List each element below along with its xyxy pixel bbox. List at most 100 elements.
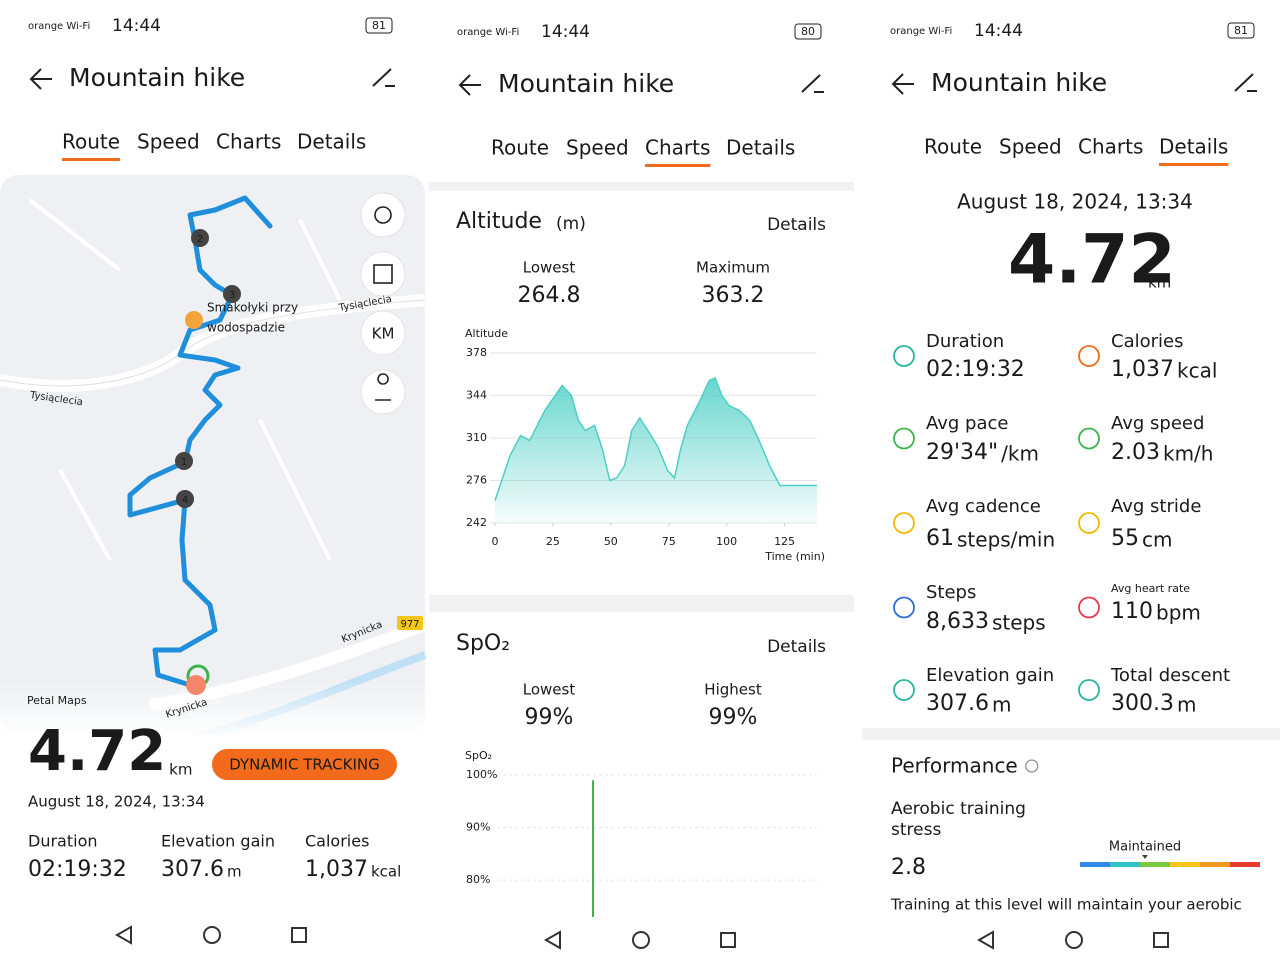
nav-recent[interactable] [720,932,736,948]
route-share-icon[interactable] [1234,73,1257,92]
metric-value: 110 [1111,599,1153,624]
nav-bar-bg [862,917,1280,958]
nav-recent[interactable] [1153,932,1169,948]
route-share-icon[interactable] [372,68,395,87]
y-tick-label: 80% [466,873,490,886]
distance: 4.72 [1008,221,1176,300]
tab[interactable]: Route [924,135,982,159]
nav-back[interactable] [114,925,132,945]
tab[interactable]: Charts [645,136,710,160]
tab[interactable]: Charts [1078,135,1143,159]
altitude-area [495,378,817,523]
route-marker [191,229,209,247]
metric-unit: steps/min [957,528,1055,552]
back-button[interactable] [29,68,52,90]
route-marker-label: 1 [181,457,187,468]
separator [429,182,854,191]
tab[interactable]: Charts [216,130,281,154]
y-tick-label: 378 [466,346,487,359]
road-number: 977 [400,619,419,630]
y-axis-label: SpO₂ [465,749,492,762]
metric-value: 02:19:32 [926,357,1025,382]
metric-label: Avg pace [926,413,1009,434]
tab-indicator [62,158,121,161]
route-share-icon[interactable] [801,74,824,93]
stat-label: Calories [305,832,369,851]
stat-label: Duration [28,832,98,851]
poi-label: Smakołyki przy [207,301,298,315]
distance-unit: km [1148,274,1171,292]
battery-icon [794,23,822,40]
battery-icon [365,17,393,34]
metric-label: Avg speed [1111,413,1204,434]
stat-value: 363.2 [702,283,765,308]
details-link[interactable]: Details [767,637,826,657]
metric-label: Steps [926,582,976,603]
metric-unit: m [992,693,1011,717]
badge-text: DYNAMIC TRACKING [229,756,380,774]
metric-icon [893,345,915,367]
metric-icon [1078,427,1100,450]
nav-home[interactable] [1065,931,1083,949]
details-link[interactable]: Details [767,215,826,235]
metric-label: Duration [926,331,1004,352]
tab[interactable]: Details [726,136,795,160]
y-tick-label: 90% [466,821,490,834]
battery-level: 81 [1234,24,1248,37]
nav-back[interactable] [976,930,994,950]
tab[interactable]: Route [491,136,549,160]
tab[interactable]: Details [1159,135,1228,159]
metric-unit: /km [1001,442,1039,466]
stress-level: Maintained [1109,840,1181,855]
clock: 14:44 [112,16,161,36]
map-button[interactable] [360,310,406,356]
map-unit-button[interactable]: KM [372,325,395,343]
map-button[interactable] [360,192,406,238]
nav-back[interactable] [543,930,561,950]
metric-label: Avg cadence [926,496,1041,517]
metric-value: 29'34" [926,440,998,465]
x-tick-label: 125 [774,535,795,548]
stress-value: 2.8 [891,855,926,880]
tab[interactable]: Speed [999,135,1062,159]
metric-value: 61 [926,526,954,551]
carrier: orange Wi-Fi [457,27,519,38]
route-marker-label: 3 [229,290,235,301]
stat-label: Lowest [523,259,576,277]
page-title: Mountain hike [931,68,1107,97]
nav-home[interactable] [632,931,650,949]
page-title: Mountain hike [69,63,245,92]
badge [212,749,397,780]
map-button[interactable] [360,369,406,415]
date: August 18, 2024, 13:34 [957,190,1193,214]
nav-recent[interactable] [291,927,307,943]
y-axis-label: Altitude [465,327,508,340]
separator [429,595,854,612]
battery-level: 80 [801,25,815,38]
tab[interactable]: Route [62,130,120,154]
info-icon[interactable] [1025,759,1039,773]
metric-label: Avg heart rate [1111,582,1190,595]
stat-unit: m [227,863,242,881]
x-tick-label: 0 [492,535,499,548]
stat-value: 99% [525,705,574,730]
x-axis-label: Time (min) [764,550,825,563]
stress-label: stress [891,820,941,840]
y-tick-label: 344 [466,389,487,402]
stat-label: Elevation gain [161,832,275,851]
tab[interactable]: Details [297,130,366,154]
back-button[interactable] [458,74,481,96]
metric-icon [1078,512,1100,534]
map-button[interactable] [360,251,406,297]
back-button[interactable] [891,73,914,95]
metric-label: Calories [1111,331,1183,352]
date: August 18, 2024, 13:34 [28,793,205,811]
stat-value: 307.6 [161,857,224,882]
map [0,175,428,758]
tab[interactable]: Speed [566,136,629,160]
tab[interactable]: Speed [137,130,200,154]
y-tick-label: 100% [466,768,497,781]
x-tick-label: 25 [546,535,560,548]
nav-home[interactable] [203,926,221,944]
